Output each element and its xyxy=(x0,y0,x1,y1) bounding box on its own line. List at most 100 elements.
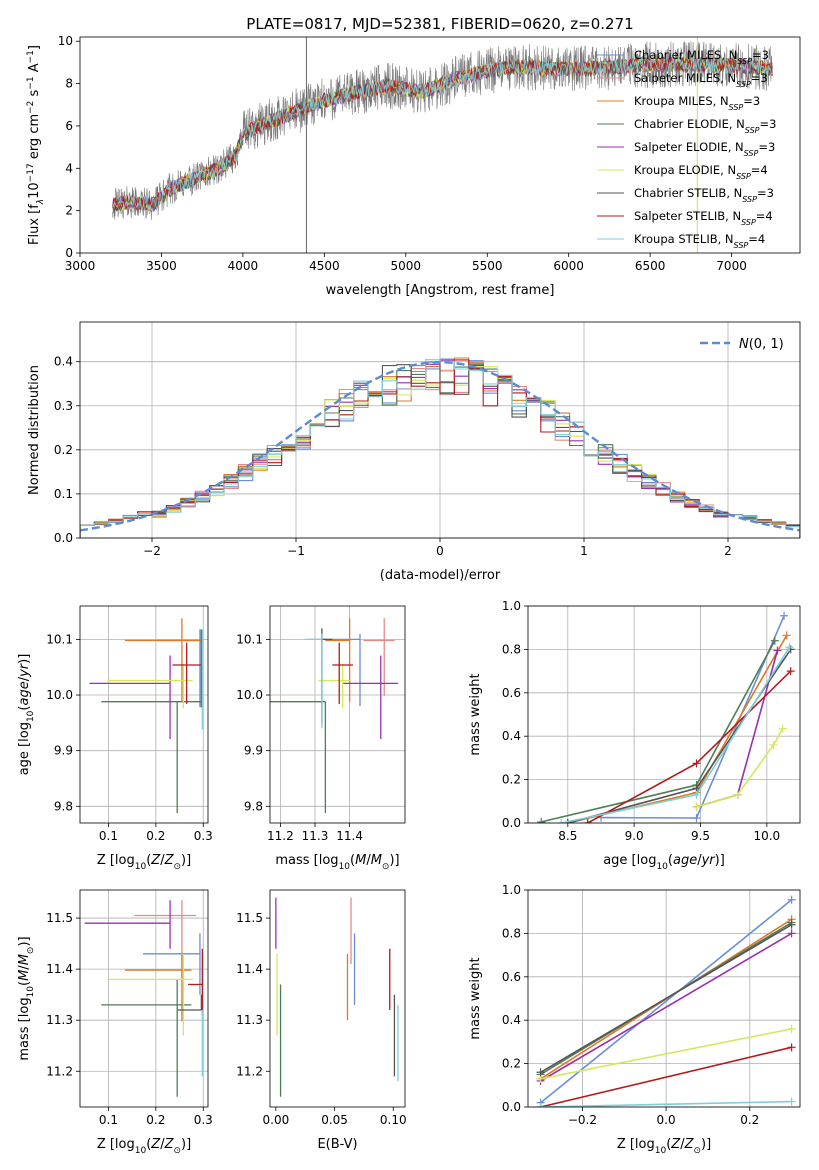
axes-frame xyxy=(79,889,209,1108)
plus-marker xyxy=(733,790,742,799)
x-axis-label: Z [log10(Z/Z⊙)] xyxy=(617,1137,711,1156)
label-part: )] xyxy=(181,853,191,868)
mass-weight-line xyxy=(540,924,793,1073)
y-tick-label: 9.8 xyxy=(54,799,73,813)
y-tick-label: 0.2 xyxy=(54,443,73,457)
legend-text: Kroupa ELODIE, N xyxy=(634,163,736,177)
label-part: ( xyxy=(146,853,151,868)
mass-weight-vs-Z-plot-area xyxy=(536,895,796,1107)
x-tick-label: 7000 xyxy=(716,259,747,273)
plus-marker xyxy=(770,636,779,645)
legend-value: =3 xyxy=(757,186,774,200)
x-tick-label: 0.1 xyxy=(99,829,118,843)
y-axis-label: mass [log10(M/M⊙)] xyxy=(17,936,36,1060)
label-part: Z xyxy=(684,1137,695,1152)
label-part: )] xyxy=(17,654,32,664)
label-part: mass weight xyxy=(468,673,483,755)
y-tick-label: 10.1 xyxy=(46,632,73,646)
label-part: ⊙ xyxy=(382,862,390,872)
legend-text: Salpeter ELODIE, N xyxy=(634,140,744,154)
y-tick-label: 0.0 xyxy=(54,531,73,545)
mass-weight-line xyxy=(540,932,793,1082)
x-axis-label: mass [log10(M/M⊙)] xyxy=(275,853,399,872)
plus-marker xyxy=(692,802,701,811)
plus-marker xyxy=(787,920,796,929)
plus-marker xyxy=(563,819,572,823)
label-part: )] xyxy=(181,1137,191,1152)
legend-sub: SSP xyxy=(736,80,751,89)
mass-weight-line xyxy=(696,728,784,808)
axes-frame xyxy=(269,605,406,824)
mass-weight-line xyxy=(540,1046,792,1107)
plus-marker xyxy=(778,724,787,733)
y-axis-label: Flux [fλ10−17 erg cm−2 s−1 A−1] xyxy=(26,45,46,245)
label-part: / xyxy=(160,1137,165,1152)
label-part: age [log xyxy=(603,853,656,868)
label-part: −17 xyxy=(26,163,36,182)
y-tick-label: 0.1 xyxy=(54,487,73,501)
plus-marker xyxy=(536,1068,545,1077)
y-tick-label: 11.4 xyxy=(236,962,263,976)
plus-marker xyxy=(583,819,592,823)
y-tick-label: 1.0 xyxy=(502,883,521,897)
plus-marker xyxy=(692,814,701,823)
x-axis-label: Z [log10(Z/Z⊙)] xyxy=(97,1137,191,1156)
legend-entry: Kroupa STELIB, NSSP=4 xyxy=(634,232,765,250)
label-part: 10 xyxy=(339,862,351,872)
y-axis-label: mass weight xyxy=(468,957,483,1039)
legend-text: Kroupa STELIB, N xyxy=(634,232,734,246)
residual-histogram xyxy=(80,359,800,538)
x-tick-label: 0.3 xyxy=(194,1113,213,1127)
plus-marker xyxy=(537,817,546,823)
legend-value: =3 xyxy=(760,117,777,131)
legend-text: Salpeter MILES, N xyxy=(634,71,736,85)
label-part: age xyxy=(673,853,697,868)
legend-entry: Salpeter STELIB, NSSP=4 xyxy=(634,209,773,227)
axes-frame xyxy=(527,889,801,1108)
label-part: ( xyxy=(17,706,32,711)
x-tick-label: 0.1 xyxy=(99,1113,118,1127)
label-part: ( xyxy=(666,1137,671,1152)
spectrum-plot-area xyxy=(112,37,773,253)
residuals-panel: −2 −1 0 1 2 0.0 0.1 0.2 0.3 0.4 (data-model)/error… xyxy=(27,321,801,583)
residuals-legend: N(0, 1) xyxy=(700,337,784,352)
label-part: mass weight xyxy=(468,957,483,1039)
label-part: A xyxy=(27,63,42,76)
legend-entry: Salpeter MILES, NSSP=3 xyxy=(634,71,768,89)
x-tick-label: 8.5 xyxy=(558,829,577,843)
y-tick-label: 10.0 xyxy=(236,688,263,702)
label-part: ( xyxy=(17,981,32,986)
y-tick-label: 10 xyxy=(58,34,73,48)
legend-value: =3 xyxy=(743,94,760,108)
axes-frame xyxy=(269,889,406,1108)
legend-entry: Kroupa MILES, NSSP=3 xyxy=(634,94,760,112)
x-tick-label: −2 xyxy=(143,544,161,558)
y-tick-label: 0.6 xyxy=(502,686,521,700)
label-part: Normed distribution xyxy=(27,365,42,495)
y-tick-label: 10.0 xyxy=(46,688,73,702)
model-spectrum-line xyxy=(112,56,773,211)
y-tick-label: 0.0 xyxy=(502,816,521,830)
label-part: N xyxy=(739,337,749,352)
y-tick-label: 11.5 xyxy=(236,911,263,925)
y-tick-label: 0.4 xyxy=(502,1013,521,1027)
label-part: Flux [f xyxy=(27,204,42,245)
legend-value: =4 xyxy=(756,209,773,223)
label-part: yr xyxy=(17,662,32,678)
y-tick-label: 0.3 xyxy=(54,399,73,413)
x-tick-label: 6500 xyxy=(635,259,666,273)
x-tick-label: 0.2 xyxy=(146,829,165,843)
label-part: Z xyxy=(150,853,161,868)
label-part: λ xyxy=(36,199,46,205)
mass-weight-line xyxy=(600,615,785,819)
y-axis-label: Normed distribution xyxy=(27,365,42,495)
legend-value: =4 xyxy=(748,232,765,246)
label-part: ( xyxy=(350,853,355,868)
y-tick-label: 2 xyxy=(65,204,73,218)
y-tick-label: 0.8 xyxy=(502,926,521,940)
label-part: Z xyxy=(164,1137,175,1152)
x-axis-label: Z [log10(Z/Z⊙)] xyxy=(97,853,191,872)
y-tick-label: 11.3 xyxy=(236,1013,263,1027)
plus-marker xyxy=(787,1024,796,1033)
